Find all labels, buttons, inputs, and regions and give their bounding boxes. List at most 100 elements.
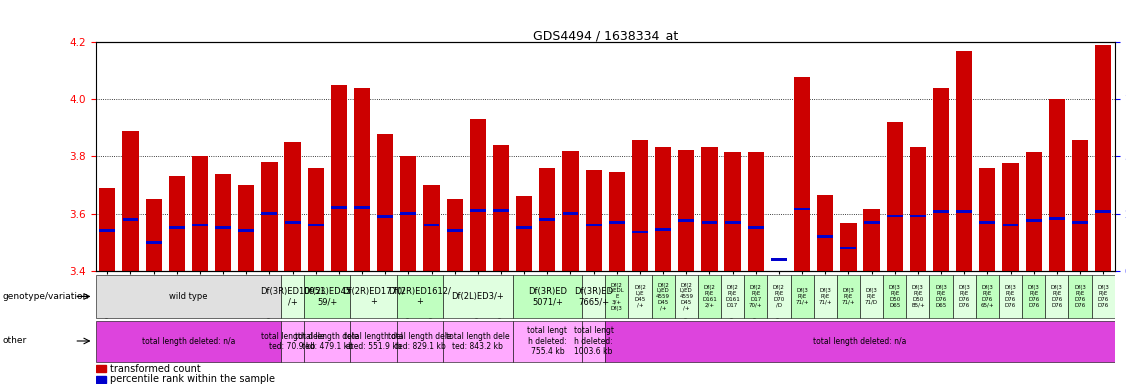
Bar bbox=[744, 275, 767, 318]
Bar bbox=[794, 76, 811, 271]
Bar bbox=[864, 221, 879, 224]
Text: Df(3
R)E
D76
D76: Df(3 R)E D76 D76 bbox=[1097, 285, 1109, 308]
Bar bbox=[423, 185, 439, 271]
Text: Df(2
R)E
D17
70/+: Df(2 R)E D17 70/+ bbox=[749, 285, 762, 308]
Bar bbox=[609, 172, 625, 271]
Text: Df(3
R)E
D76
D65: Df(3 R)E D76 D65 bbox=[935, 285, 947, 308]
Bar bbox=[539, 168, 555, 271]
Bar bbox=[145, 199, 162, 271]
Bar bbox=[606, 275, 628, 318]
Bar bbox=[215, 174, 231, 271]
Bar bbox=[423, 223, 439, 227]
Bar bbox=[655, 147, 671, 271]
Text: Df(3R)ED10953
/+: Df(3R)ED10953 /+ bbox=[260, 287, 325, 306]
Bar bbox=[767, 275, 790, 318]
Bar bbox=[953, 275, 976, 318]
Bar bbox=[563, 212, 579, 215]
Bar bbox=[652, 275, 674, 318]
Bar bbox=[1026, 219, 1042, 222]
Text: Df(2
R)E
D70
/D: Df(2 R)E D70 /D bbox=[772, 285, 785, 308]
Text: Df(3
R)E
D50
B5/+: Df(3 R)E D50 B5/+ bbox=[911, 285, 924, 308]
Text: Df(3
R)E
D76
D76: Df(3 R)E D76 D76 bbox=[958, 285, 971, 308]
Bar bbox=[96, 321, 282, 362]
Text: Df(3
R)E
D76
D76: Df(3 R)E D76 D76 bbox=[1028, 285, 1039, 308]
Bar bbox=[261, 212, 277, 215]
Bar bbox=[609, 221, 625, 224]
Bar bbox=[840, 247, 857, 249]
Bar bbox=[1096, 210, 1111, 213]
Bar bbox=[123, 131, 138, 271]
Bar bbox=[282, 321, 304, 362]
Bar bbox=[396, 275, 444, 318]
Bar bbox=[933, 88, 949, 271]
Bar bbox=[860, 275, 883, 318]
Bar bbox=[96, 376, 106, 383]
Bar bbox=[377, 215, 393, 218]
Bar bbox=[910, 215, 926, 217]
Text: Df(3
R)E
71/+: Df(3 R)E 71/+ bbox=[795, 288, 808, 305]
Bar bbox=[725, 221, 741, 224]
Bar bbox=[582, 321, 606, 362]
Text: total length dele
ted: 70.9 kb: total length dele ted: 70.9 kb bbox=[261, 332, 324, 351]
Bar bbox=[678, 219, 695, 222]
Bar bbox=[701, 221, 717, 224]
Text: total length deleted: n/a: total length deleted: n/a bbox=[813, 337, 906, 346]
Text: Df(3
R)E
D76
65/+: Df(3 R)E D76 65/+ bbox=[981, 285, 994, 308]
Bar bbox=[655, 228, 671, 231]
Bar bbox=[906, 275, 929, 318]
Text: Df(3
R)E
D50
D65: Df(3 R)E D50 D65 bbox=[888, 285, 901, 308]
Bar bbox=[887, 215, 903, 217]
Bar bbox=[331, 85, 347, 271]
Text: Df(2R)ED1770/
+: Df(2R)ED1770/ + bbox=[342, 287, 405, 306]
Text: Df(3R)ED
7665/+: Df(3R)ED 7665/+ bbox=[574, 287, 614, 306]
Text: total length dele
ted: 829.1 kb: total length dele ted: 829.1 kb bbox=[388, 332, 452, 351]
Bar bbox=[169, 227, 185, 229]
Bar bbox=[350, 275, 396, 318]
Bar bbox=[304, 275, 350, 318]
Text: Df(2
R)E
D161
2/+: Df(2 R)E D161 2/+ bbox=[703, 285, 717, 308]
Bar bbox=[377, 134, 393, 271]
Title: GDS4494 / 1638334_at: GDS4494 / 1638334_at bbox=[533, 29, 678, 42]
Bar bbox=[980, 168, 995, 271]
Text: total lengt
h deleted:
755.4 kb: total lengt h deleted: 755.4 kb bbox=[527, 326, 568, 356]
Bar bbox=[396, 321, 444, 362]
Bar bbox=[169, 177, 185, 271]
Bar bbox=[582, 275, 606, 318]
Bar bbox=[999, 275, 1022, 318]
Bar bbox=[239, 229, 254, 232]
Text: Df(3
R)E
71/+: Df(3 R)E 71/+ bbox=[841, 288, 856, 305]
Bar bbox=[238, 185, 254, 271]
Bar bbox=[883, 275, 906, 318]
Bar bbox=[1072, 221, 1088, 224]
Bar bbox=[976, 275, 999, 318]
Bar bbox=[632, 141, 649, 271]
Bar bbox=[632, 230, 647, 233]
Bar bbox=[1002, 223, 1018, 227]
Bar bbox=[790, 275, 814, 318]
Bar bbox=[771, 258, 787, 261]
Bar bbox=[628, 275, 652, 318]
Bar bbox=[840, 223, 857, 271]
Bar bbox=[1096, 45, 1111, 271]
Bar bbox=[678, 150, 695, 271]
Bar bbox=[261, 162, 277, 271]
Bar bbox=[350, 321, 396, 362]
Text: Df(3
R)E
D76
D76: Df(3 R)E D76 D76 bbox=[1004, 285, 1017, 308]
Bar bbox=[748, 226, 763, 229]
Text: Df(2R)ED1612/
+: Df(2R)ED1612/ + bbox=[388, 287, 452, 306]
Bar bbox=[794, 208, 810, 210]
Text: Df(3
R)E
D76
D76: Df(3 R)E D76 D76 bbox=[1074, 285, 1085, 308]
Bar bbox=[956, 51, 973, 271]
Bar bbox=[96, 275, 282, 318]
Bar bbox=[956, 210, 972, 213]
Bar bbox=[99, 229, 115, 232]
Bar bbox=[307, 223, 323, 227]
Bar bbox=[980, 221, 995, 224]
Text: total length dele
ted: 843.2 kb: total length dele ted: 843.2 kb bbox=[446, 332, 510, 351]
Bar bbox=[331, 207, 347, 209]
Bar bbox=[193, 223, 208, 227]
Bar bbox=[400, 157, 417, 271]
Bar bbox=[698, 275, 721, 318]
Bar bbox=[191, 157, 208, 271]
Bar bbox=[99, 188, 115, 271]
